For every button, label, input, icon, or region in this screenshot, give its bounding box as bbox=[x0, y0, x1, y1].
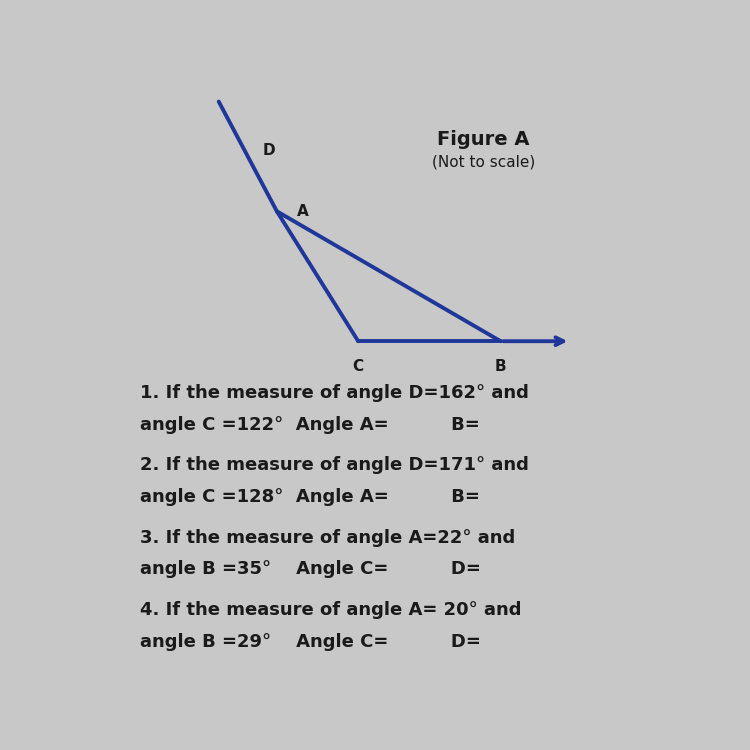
Text: A: A bbox=[297, 204, 309, 219]
Text: B: B bbox=[495, 358, 506, 374]
Text: D: D bbox=[262, 143, 275, 158]
Text: (Not to scale): (Not to scale) bbox=[431, 154, 535, 170]
Text: angle C =122°  Angle A=          B=: angle C =122° Angle A= B= bbox=[140, 416, 480, 434]
Text: angle B =29°    Angle C=          D=: angle B =29° Angle C= D= bbox=[140, 632, 482, 650]
Text: Figure A: Figure A bbox=[437, 130, 530, 149]
Text: 1. If the measure of angle D=162° and: 1. If the measure of angle D=162° and bbox=[140, 384, 530, 402]
Text: 4. If the measure of angle A= 20° and: 4. If the measure of angle A= 20° and bbox=[140, 601, 522, 619]
Text: 2. If the measure of angle D=171° and: 2. If the measure of angle D=171° and bbox=[140, 456, 530, 475]
Text: angle C =128°  Angle A=          B=: angle C =128° Angle A= B= bbox=[140, 488, 480, 506]
Text: angle B =35°    Angle C=          D=: angle B =35° Angle C= D= bbox=[140, 560, 482, 578]
Text: C: C bbox=[352, 358, 364, 374]
Text: 3. If the measure of angle A=22° and: 3. If the measure of angle A=22° and bbox=[140, 529, 515, 547]
